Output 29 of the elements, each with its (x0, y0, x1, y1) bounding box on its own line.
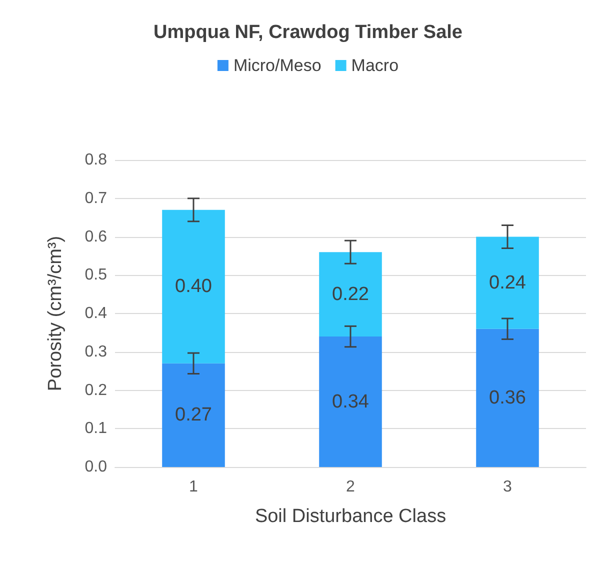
bar (476, 236, 539, 329)
data-label: 0.34 (332, 391, 370, 412)
y-tick-label: 0.1 (84, 420, 108, 438)
bar (162, 363, 225, 467)
y-tick-label: 0.8 (84, 152, 108, 168)
y-axis-title: Porosity (cm³/cm³) (45, 236, 66, 392)
legend-label: Micro/Meso (233, 56, 322, 75)
x-axis-title: Soil Disturbance Class (254, 506, 446, 527)
bar (162, 210, 225, 364)
y-tick-label: 0.2 (84, 382, 108, 399)
x-tick-label: 2 (346, 478, 356, 496)
bar (319, 336, 382, 467)
y-tick-label: 0.3 (84, 343, 108, 360)
data-label: 0.22 (332, 284, 369, 305)
x-tick-label: 1 (189, 478, 198, 496)
bar (319, 252, 382, 337)
data-label: 0.27 (175, 404, 212, 426)
y-tick-label: 0.7 (84, 190, 108, 207)
chart-title: Umpqua NF, Crawdog Timber Sale (154, 22, 462, 43)
data-label: 0.24 (489, 272, 526, 294)
legend-label: Macro (351, 56, 399, 75)
bar (476, 328, 539, 467)
y-tick-label: 0.0 (84, 458, 108, 476)
y-tick-label: 0.6 (84, 228, 108, 246)
x-tick-label: 3 (503, 478, 512, 496)
y-tick-label: 0.4 (84, 305, 108, 322)
data-label: 0.36 (489, 387, 526, 408)
y-tick-label: 0.5 (84, 266, 108, 284)
data-label: 0.40 (175, 276, 212, 298)
